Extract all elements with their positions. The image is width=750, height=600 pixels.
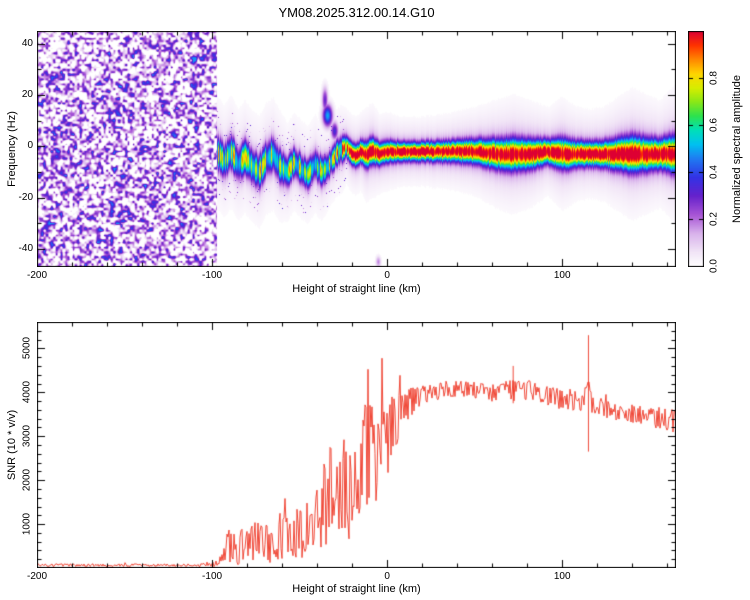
snr-y-tick-label: 5000 xyxy=(21,337,33,360)
frequency-tick-label: 20 xyxy=(21,89,33,101)
snr-xaxis-label: Height of straight line (km) xyxy=(292,583,421,595)
spectrogram-x-tick-label: -200 xyxy=(26,270,47,281)
plot-title: YM08.2025.312.00.14.G10 xyxy=(278,5,435,20)
frequency-tick-label: -40 xyxy=(18,243,33,255)
frequency-tick-label: 0 xyxy=(27,140,33,152)
snr-y-tick-label: 1000 xyxy=(21,512,33,536)
snr-x-tick-label: 0 xyxy=(384,571,390,582)
spectrogram-x-tick-label: -100 xyxy=(202,270,223,281)
colorbar-tick-label: 0.8 xyxy=(708,71,720,85)
snr-axis-label: SNR (10 * v/v) xyxy=(6,409,18,481)
spectrogram-x-tick-label: 100 xyxy=(553,270,571,281)
spectrogram-xaxis-label: Height of straight line (km) xyxy=(292,283,421,295)
colorbar-tick-label: 0.6 xyxy=(708,118,720,132)
snr-y-tick-label: 2000 xyxy=(21,469,33,492)
snr-x-tick-label: 100 xyxy=(553,571,571,582)
snr-y-tick-label: 3000 xyxy=(21,425,33,448)
spectrogram-canvas xyxy=(37,31,676,267)
frequency-tick-label: 40 xyxy=(21,37,33,49)
colorbar-tick-label: 0.2 xyxy=(708,212,720,226)
snr-y-tick-label: 4000 xyxy=(21,381,33,404)
colorbar-canvas xyxy=(688,31,704,267)
spectrogram-x-tick-label: 0 xyxy=(384,270,390,281)
frequency-tick-label: -20 xyxy=(18,191,33,203)
snr-plot-canvas xyxy=(37,322,676,568)
colorbar-tick-label: 0.0 xyxy=(708,259,720,273)
colorbar-tick-label: 0.4 xyxy=(708,165,720,179)
snr-x-tick-label: -200 xyxy=(26,571,47,582)
colorbar-label: Normalized spectral amplitude xyxy=(731,75,743,223)
snr-x-tick-label: -100 xyxy=(202,571,223,582)
